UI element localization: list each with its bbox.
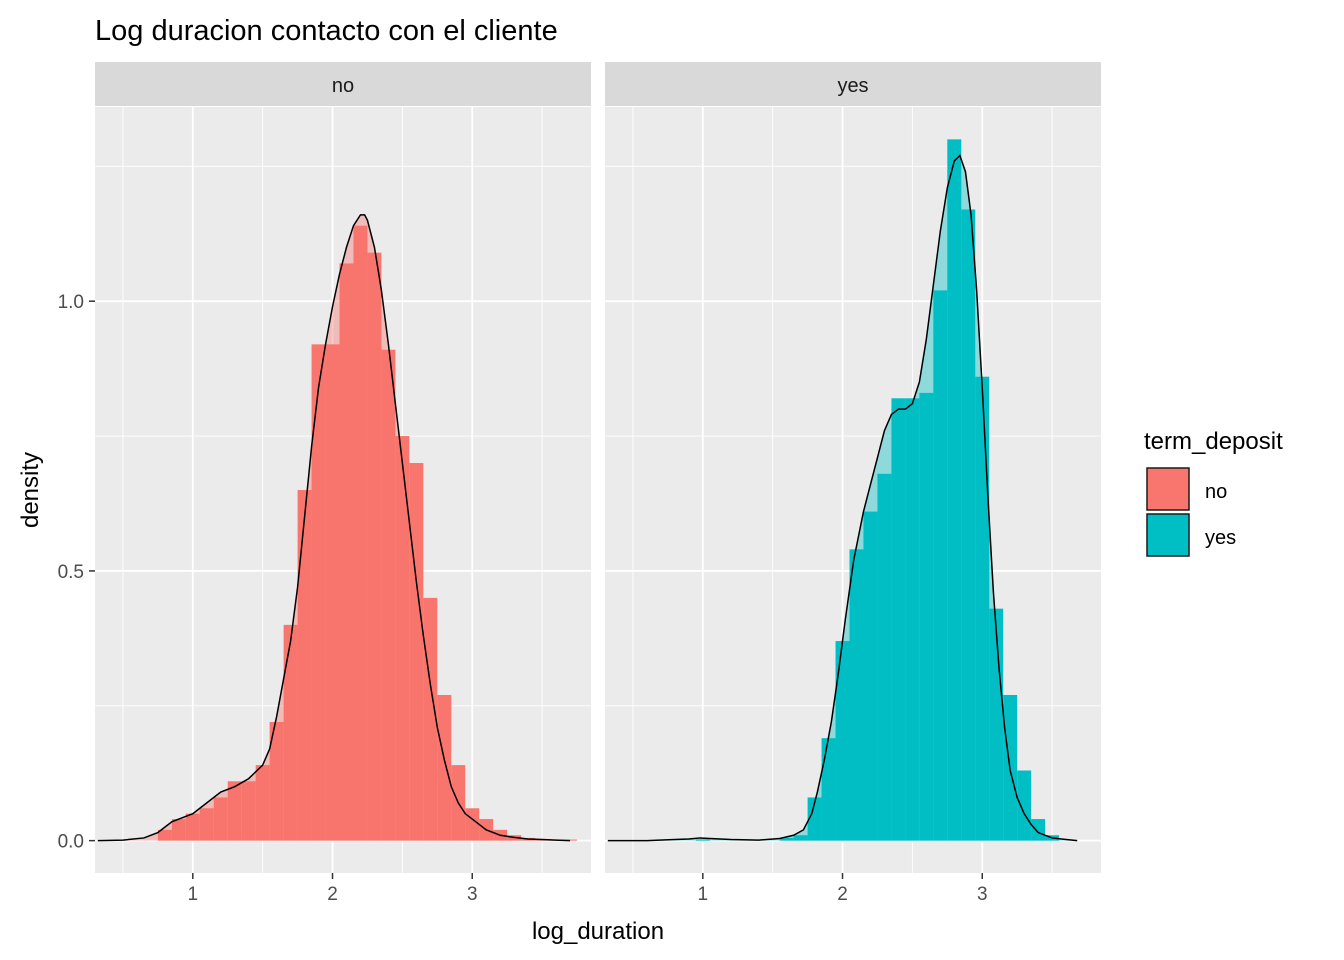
chart-title: Log duracion contacto con el cliente <box>95 15 558 47</box>
histogram-bar <box>297 490 312 841</box>
strip-label-no: no <box>332 75 354 97</box>
histogram-bar <box>367 252 382 841</box>
legend: term_deposit no yes <box>1144 428 1283 557</box>
histogram-bar <box>835 641 850 841</box>
panel-no: no <box>95 62 591 873</box>
legend-swatch-yes <box>1146 513 1190 557</box>
histogram-bar <box>255 765 270 841</box>
histogram-bar <box>891 398 906 841</box>
x-axis-title: log_duration <box>532 918 664 945</box>
histogram-bar <box>339 263 354 841</box>
legend-label-yes: yes <box>1205 527 1236 549</box>
histogram-bar <box>353 225 368 841</box>
histogram-bar <box>863 511 878 841</box>
histogram-bar <box>437 694 452 841</box>
histogram-bar <box>185 813 200 841</box>
strip-label-yes: yes <box>837 75 868 97</box>
density-curve-yes <box>607 154 1078 842</box>
histogram-bar <box>919 392 934 841</box>
y-tick-label: 1.0 <box>58 292 84 313</box>
y-axis: 0.0 0.5 1.0 <box>58 292 95 853</box>
histogram-bar <box>283 624 298 841</box>
histogram-bar <box>779 837 794 841</box>
bars-yes <box>695 139 1060 841</box>
histogram-bar <box>1031 819 1046 841</box>
bars-no <box>157 225 578 841</box>
x-axis-no: 1 2 3 <box>188 873 478 905</box>
strip-yes <box>605 62 1101 106</box>
histogram-bar <box>975 376 990 841</box>
histogram-bar <box>213 797 228 841</box>
y-tick-label: 0.0 <box>58 832 84 853</box>
histogram-bar <box>241 781 256 841</box>
x-tick-label: 1 <box>188 884 199 905</box>
strip-no <box>95 62 591 106</box>
panel-yes: yes <box>605 62 1101 873</box>
x-axis-yes: 1 2 3 <box>698 873 988 905</box>
histogram-bar <box>821 738 836 841</box>
x-tick-label: 2 <box>837 884 848 905</box>
histogram-bar <box>157 829 172 841</box>
histogram-bar <box>695 839 710 841</box>
histogram-bar <box>933 290 948 841</box>
density-line <box>607 154 1078 842</box>
density-line <box>97 214 571 842</box>
x-tick-label: 2 <box>327 884 338 905</box>
histogram-bar <box>807 797 822 841</box>
legend-swatch-no <box>1146 467 1190 511</box>
histogram-bar <box>269 721 284 841</box>
x-tick-label: 3 <box>467 884 478 905</box>
histogram-bar <box>961 209 976 841</box>
histogram-bar <box>227 781 242 841</box>
histogram-bar <box>877 473 892 841</box>
histogram-bar <box>325 344 340 841</box>
density-area <box>607 155 1078 841</box>
legend-title: term_deposit <box>1144 428 1283 455</box>
y-axis-title: density <box>17 452 44 528</box>
histogram-bar <box>199 808 214 841</box>
histogram-bar <box>905 398 920 841</box>
histogram-bar <box>1017 770 1032 841</box>
x-tick-label: 3 <box>977 884 988 905</box>
histogram-bar <box>171 819 186 841</box>
histogram-bar <box>381 349 396 841</box>
legend-label-no: no <box>1205 481 1227 503</box>
density-curve-no <box>97 214 571 842</box>
y-tick-label: 0.5 <box>58 562 84 583</box>
histogram-bar <box>989 608 1004 841</box>
density-area <box>97 214 571 841</box>
x-tick-label: 1 <box>698 884 709 905</box>
histogram-bar <box>793 835 808 841</box>
histogram-bar <box>849 549 864 841</box>
histogram-bar <box>311 344 326 841</box>
histogram-bar <box>947 139 962 841</box>
histogram-bar <box>395 436 410 841</box>
